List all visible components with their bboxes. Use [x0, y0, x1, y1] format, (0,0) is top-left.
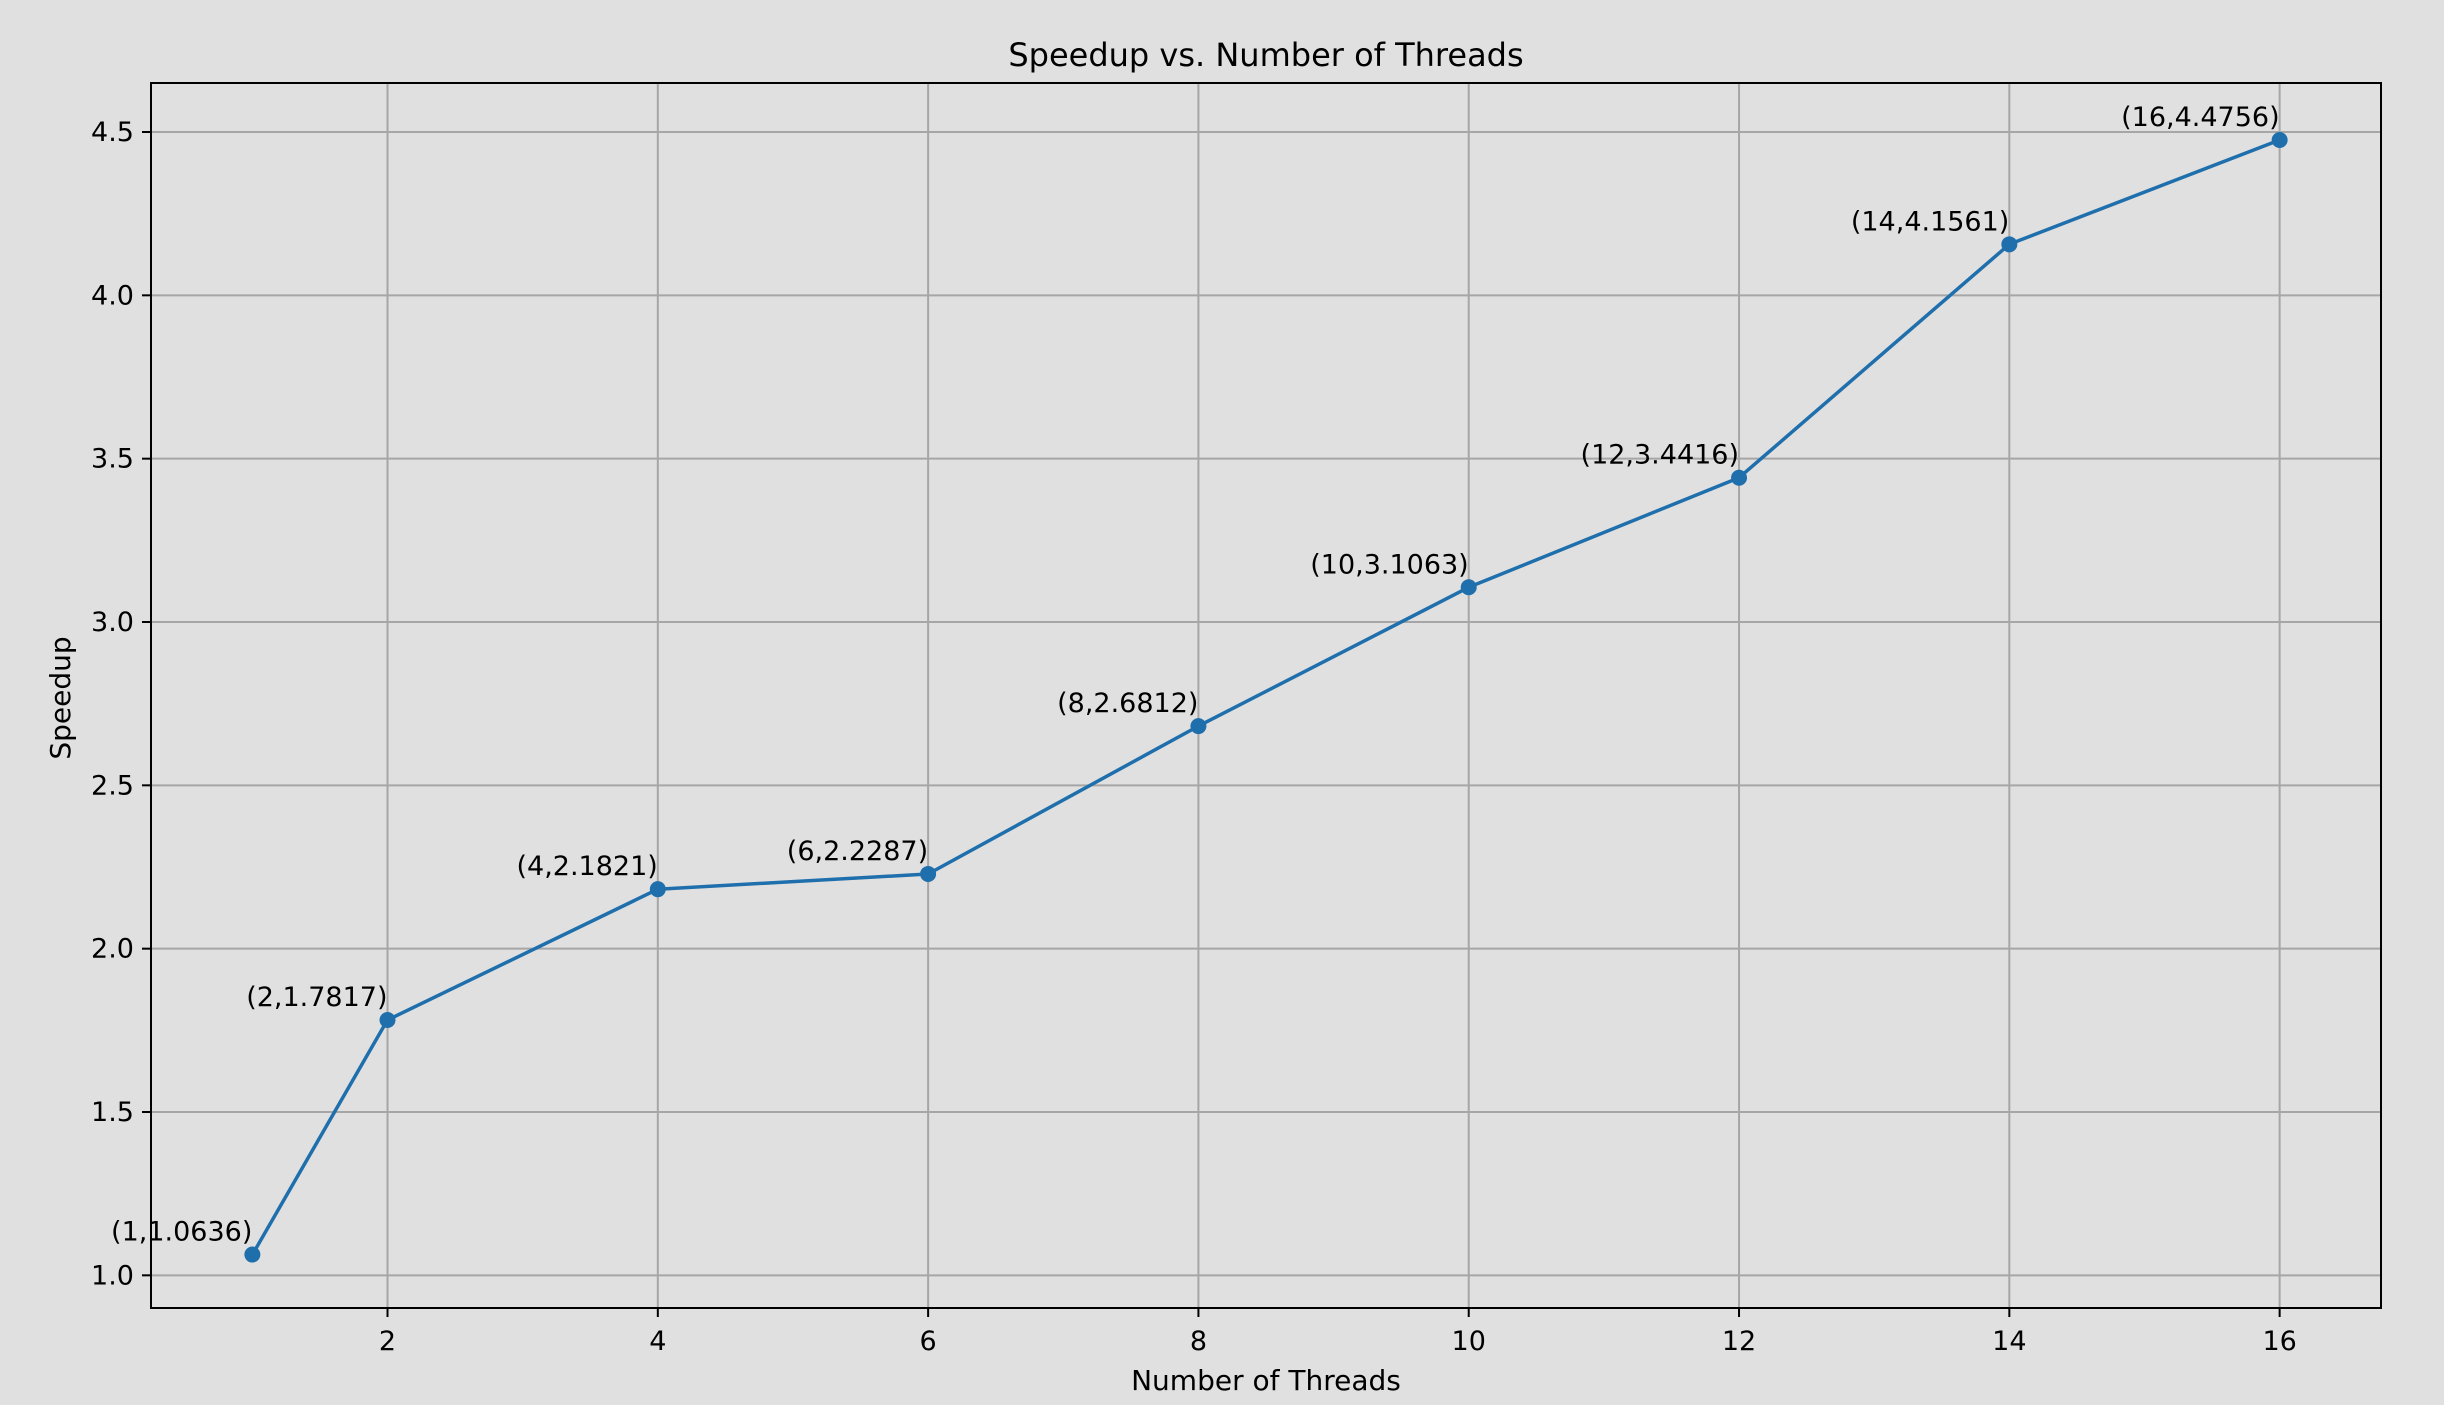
data-label: (2,1.7817): [246, 982, 387, 1013]
data-point: [379, 1011, 396, 1028]
x-tick-label: 8: [1190, 1326, 1207, 1357]
x-tick-label: 4: [649, 1326, 666, 1357]
data-label: (8,2.6812): [1057, 688, 1198, 719]
y-tick-label: 3.5: [91, 444, 134, 475]
y-axis-ticks: 1.0 1.5 2.0 2.5 3.0 3.5 4.0 4.5: [91, 117, 151, 1291]
x-axis-ticks: 2 4 6 8 10 12 14 16: [379, 1308, 2297, 1357]
x-tick-label: 14: [1992, 1326, 2026, 1357]
data-point: [244, 1246, 261, 1263]
data-label: (14,4.1561): [1851, 206, 2009, 237]
x-axis-label: Number of Threads: [1131, 1364, 1401, 1397]
grid: [151, 83, 2381, 1308]
chart-title: Speedup vs. Number of Threads: [1008, 36, 1523, 74]
x-tick-label: 2: [379, 1326, 396, 1357]
x-tick-label: 12: [1722, 1326, 1756, 1357]
plot-frame: [150, 82, 2382, 1309]
data-point: [1731, 469, 1748, 486]
y-tick-label: 1.5: [91, 1097, 134, 1128]
y-tick-label: 4.5: [91, 117, 134, 148]
y-tick-label: 4.0: [91, 280, 134, 311]
data-point: [1190, 718, 1207, 735]
y-axis-label: Speedup: [44, 636, 77, 759]
data-point: [2271, 131, 2288, 148]
data-point: [2001, 236, 2018, 253]
data-label: (1,1.0636): [111, 1217, 252, 1248]
data-label: (12,3.4416): [1581, 440, 1739, 471]
x-tick-label: 6: [920, 1326, 937, 1357]
data-label: (4,2.1821): [517, 851, 658, 882]
x-tick-label: 10: [1452, 1326, 1486, 1357]
y-tick-label: 2.0: [91, 934, 134, 965]
x-tick-label: 16: [2262, 1326, 2296, 1357]
data-label: (10,3.1063): [1310, 549, 1468, 580]
data-label: (16,4.4756): [2121, 102, 2279, 133]
data-point: [649, 881, 666, 898]
data-labels: (1,1.0636) (2,1.7817) (4,2.1821) (6,2.2287)…: [111, 102, 2280, 1248]
y-tick-label: 2.5: [91, 770, 134, 801]
data-label: (6,2.2287): [787, 836, 928, 867]
data-points: [244, 131, 2288, 1263]
data-point: [1460, 579, 1477, 596]
y-tick-label: 1.0: [91, 1260, 134, 1291]
data-point: [920, 865, 937, 882]
y-tick-label: 3.0: [91, 607, 134, 638]
